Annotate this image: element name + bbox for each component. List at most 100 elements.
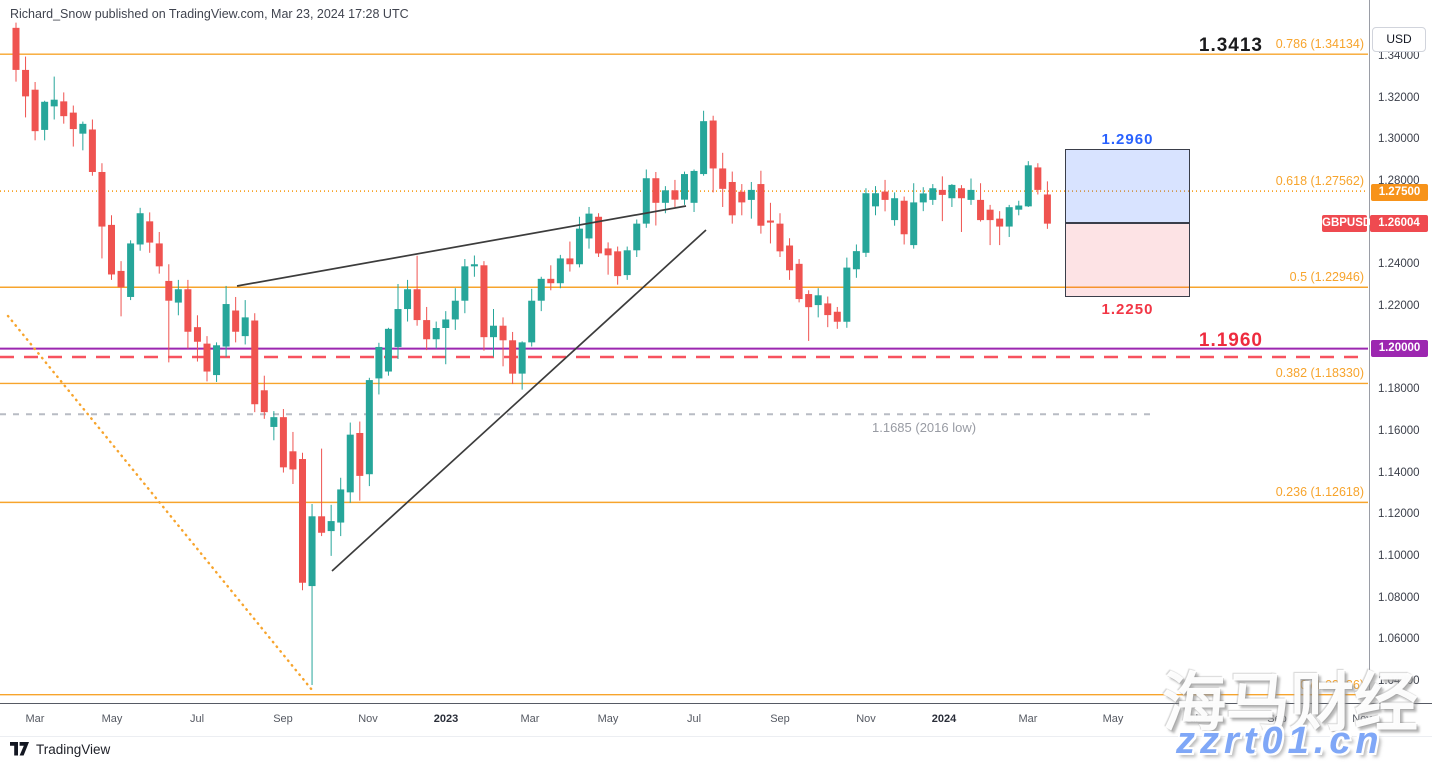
candle-body — [585, 213, 593, 239]
candle-body — [843, 267, 851, 322]
time-axis-month-label: Jul — [1183, 713, 1199, 725]
candle-body — [805, 294, 813, 308]
candle-body — [509, 340, 517, 374]
candle-body — [289, 451, 297, 470]
time-axis-month-label: Nov — [856, 713, 876, 725]
candle-body — [623, 250, 631, 276]
candle-body — [633, 223, 641, 251]
candle-body — [747, 189, 755, 200]
2016-low-note: 1.1685 (2016 low) — [872, 420, 977, 435]
candle-body — [604, 248, 612, 256]
price-axis[interactable]: 1.34000 1.32000 1.30000 1.28000 1.24000 1.220… — [1369, 0, 1432, 735]
fib-level-label: 0 (1.03386) — [1300, 677, 1364, 692]
candle-body — [375, 346, 383, 379]
candle-body — [232, 310, 240, 332]
candle-body — [938, 189, 946, 195]
time-axis-month-label: Jul — [189, 713, 205, 725]
candle-body — [528, 300, 536, 343]
candle-body — [480, 265, 488, 338]
fib-level-label: 0.236 (1.12618) — [1275, 485, 1364, 500]
candle-body — [614, 251, 622, 277]
fib-level-label: 0.618 (1.27562) — [1275, 174, 1364, 189]
candle-body — [12, 27, 20, 70]
stop-zone-box[interactable] — [1065, 223, 1190, 297]
price-tick-label: 1.24000 — [1378, 258, 1420, 271]
candle-body — [709, 120, 717, 169]
time-axis-month-label: May — [101, 713, 123, 725]
candle-body — [88, 129, 96, 172]
candle-body — [595, 216, 603, 254]
watermark-url: zzrt01.cn — [1176, 720, 1384, 762]
target-zone-box[interactable] — [1065, 148, 1190, 224]
candle-body — [862, 193, 870, 253]
candle-body — [776, 223, 784, 252]
candle-body — [681, 174, 688, 200]
candle-body — [499, 325, 507, 341]
target-zone-label: 1.2960 — [1101, 131, 1154, 148]
price-tick-label: 1.10000 — [1378, 549, 1420, 562]
candle-body — [260, 390, 268, 413]
last-price-badge: 1.26004 — [1370, 215, 1428, 233]
candle-body — [728, 181, 736, 216]
price-tick-label: 1.34000 — [1378, 50, 1420, 62]
candle-body — [852, 251, 860, 270]
candle-body — [738, 191, 746, 203]
watermark-chinese: 海马财经 — [1162, 667, 1418, 739]
candle-body — [872, 193, 879, 207]
candle-body — [996, 218, 1004, 227]
candle-body — [661, 190, 669, 203]
candle-body — [346, 434, 354, 493]
wedge-lower-trendline — [331, 229, 707, 572]
time-axis-month-label: Sep — [770, 713, 790, 725]
candle-body — [241, 317, 249, 337]
price-tick-label: 1.18000 — [1378, 383, 1420, 396]
time-axis-month-label: Jul — [686, 713, 702, 725]
candle-body — [31, 89, 39, 132]
candle-body — [213, 345, 221, 376]
candle-body — [174, 289, 182, 303]
time-axis-month-label: Mar — [25, 713, 45, 725]
time-axis-month-label: Mar — [520, 713, 540, 725]
wedge-upper-trendline — [236, 205, 687, 287]
time-axis-month-label: May — [1102, 713, 1124, 725]
price-line-badge: 1.27500 — [1371, 183, 1428, 201]
byline: Richard_Snow published on TradingView.co… — [10, 7, 409, 21]
stop-zone-label: 1.2250 — [1101, 301, 1154, 318]
candle-body — [891, 198, 899, 221]
candle-body — [967, 189, 975, 200]
candle-body — [413, 289, 421, 321]
price-tick-label: 1.22000 — [1378, 299, 1420, 312]
time-axis[interactable]: Mar May Jul Sep Nov 2023 Mar May Jul Sep Nov 2024 Ma… — [0, 703, 1432, 737]
candle-body — [193, 327, 201, 342]
candle-body — [404, 289, 412, 310]
candle-body — [165, 280, 173, 301]
currency-toggle-button[interactable]: USD — [1372, 27, 1426, 52]
candle-body — [690, 170, 698, 203]
price-tick-label: 1.14000 — [1378, 466, 1420, 479]
candle-body — [652, 178, 660, 203]
candle-body — [1034, 167, 1042, 190]
candle-body — [146, 221, 154, 243]
candle-body — [977, 199, 985, 221]
candle-body — [671, 190, 679, 200]
candle-body — [251, 320, 259, 405]
candle-body — [423, 320, 431, 340]
price-tick-label: 1.30000 — [1378, 133, 1420, 146]
candle-body — [948, 184, 956, 199]
price-tick-label: 1.08000 — [1378, 591, 1420, 604]
time-axis-month-label: Sep — [273, 713, 293, 725]
candle-body — [833, 311, 841, 322]
tradingview-attribution[interactable]: TradingView — [10, 739, 110, 759]
candle-body — [757, 184, 765, 226]
time-axis-month-label: Nov — [1352, 713, 1372, 725]
candle-body — [795, 263, 803, 300]
candle-body — [308, 516, 316, 587]
candle-body — [537, 278, 545, 301]
candle-body — [547, 278, 555, 284]
candle-body — [518, 342, 526, 374]
candle-body — [910, 202, 918, 246]
fib-level-label: 0.5 (1.22946) — [1289, 270, 1364, 285]
candle-body — [69, 112, 77, 130]
candle-body — [327, 521, 335, 532]
